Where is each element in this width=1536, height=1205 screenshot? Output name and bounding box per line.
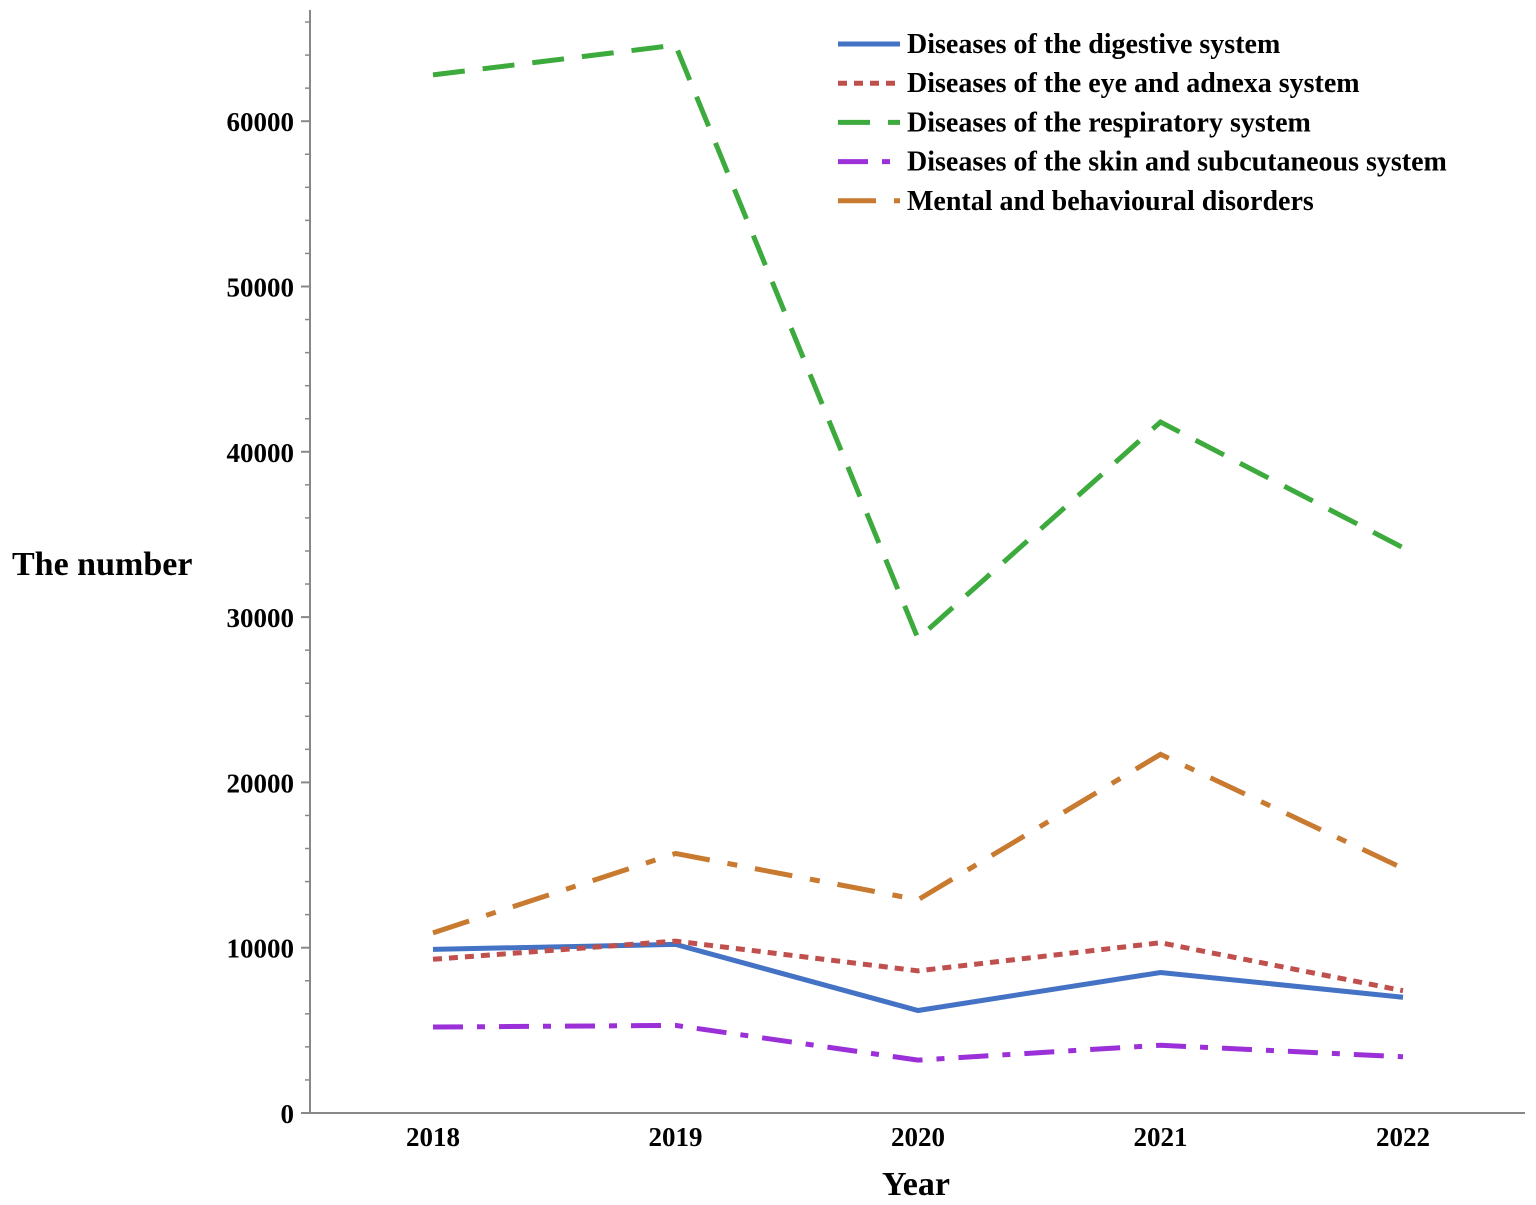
legend-label: Mental and behavioural disorders (907, 186, 1314, 217)
x-tick-label: 2022 (1376, 1122, 1430, 1152)
legend-label: Diseases of the respiratory system (907, 107, 1311, 138)
y-tick-label: 20000 (227, 768, 295, 798)
y-tick-label: 10000 (227, 934, 295, 964)
y-tick-label: 50000 (227, 273, 295, 303)
y-tick-label: 60000 (227, 107, 295, 137)
y-tick-label: 0 (281, 1099, 295, 1129)
legend-label: Diseases of the eye and adnexa system (907, 68, 1360, 99)
y-axis-title: The number (12, 546, 192, 583)
series-line-0 (432, 941, 1404, 1014)
x-axis-title: Year (882, 1166, 950, 1203)
y-ticks: 0 10000 20000 30000 40000 50000 60000 (227, 21, 310, 1129)
series-line-2 (432, 42, 1405, 643)
x-tick-label: 2021 (1134, 1122, 1188, 1152)
y-tick-label: 40000 (227, 438, 295, 468)
legend-label: Diseases of the skin and subcutaneous sy… (907, 147, 1447, 178)
x-tick-label: 2020 (891, 1122, 945, 1152)
y-tick-label: 30000 (227, 603, 295, 633)
x-tick-label: 2019 (649, 1122, 703, 1152)
x-tick-label: 2018 (406, 1122, 460, 1152)
x-ticks: 2018 2019 2020 2021 2022 (406, 1122, 1430, 1152)
axes (309, 10, 1525, 1114)
legend: Diseases of the digestive system Diseases… (838, 29, 1447, 217)
series-line-3 (432, 1022, 1404, 1063)
legend-label: Diseases of the digestive system (907, 29, 1280, 60)
series-line-4 (432, 751, 1405, 936)
series-lines (432, 42, 1405, 1063)
